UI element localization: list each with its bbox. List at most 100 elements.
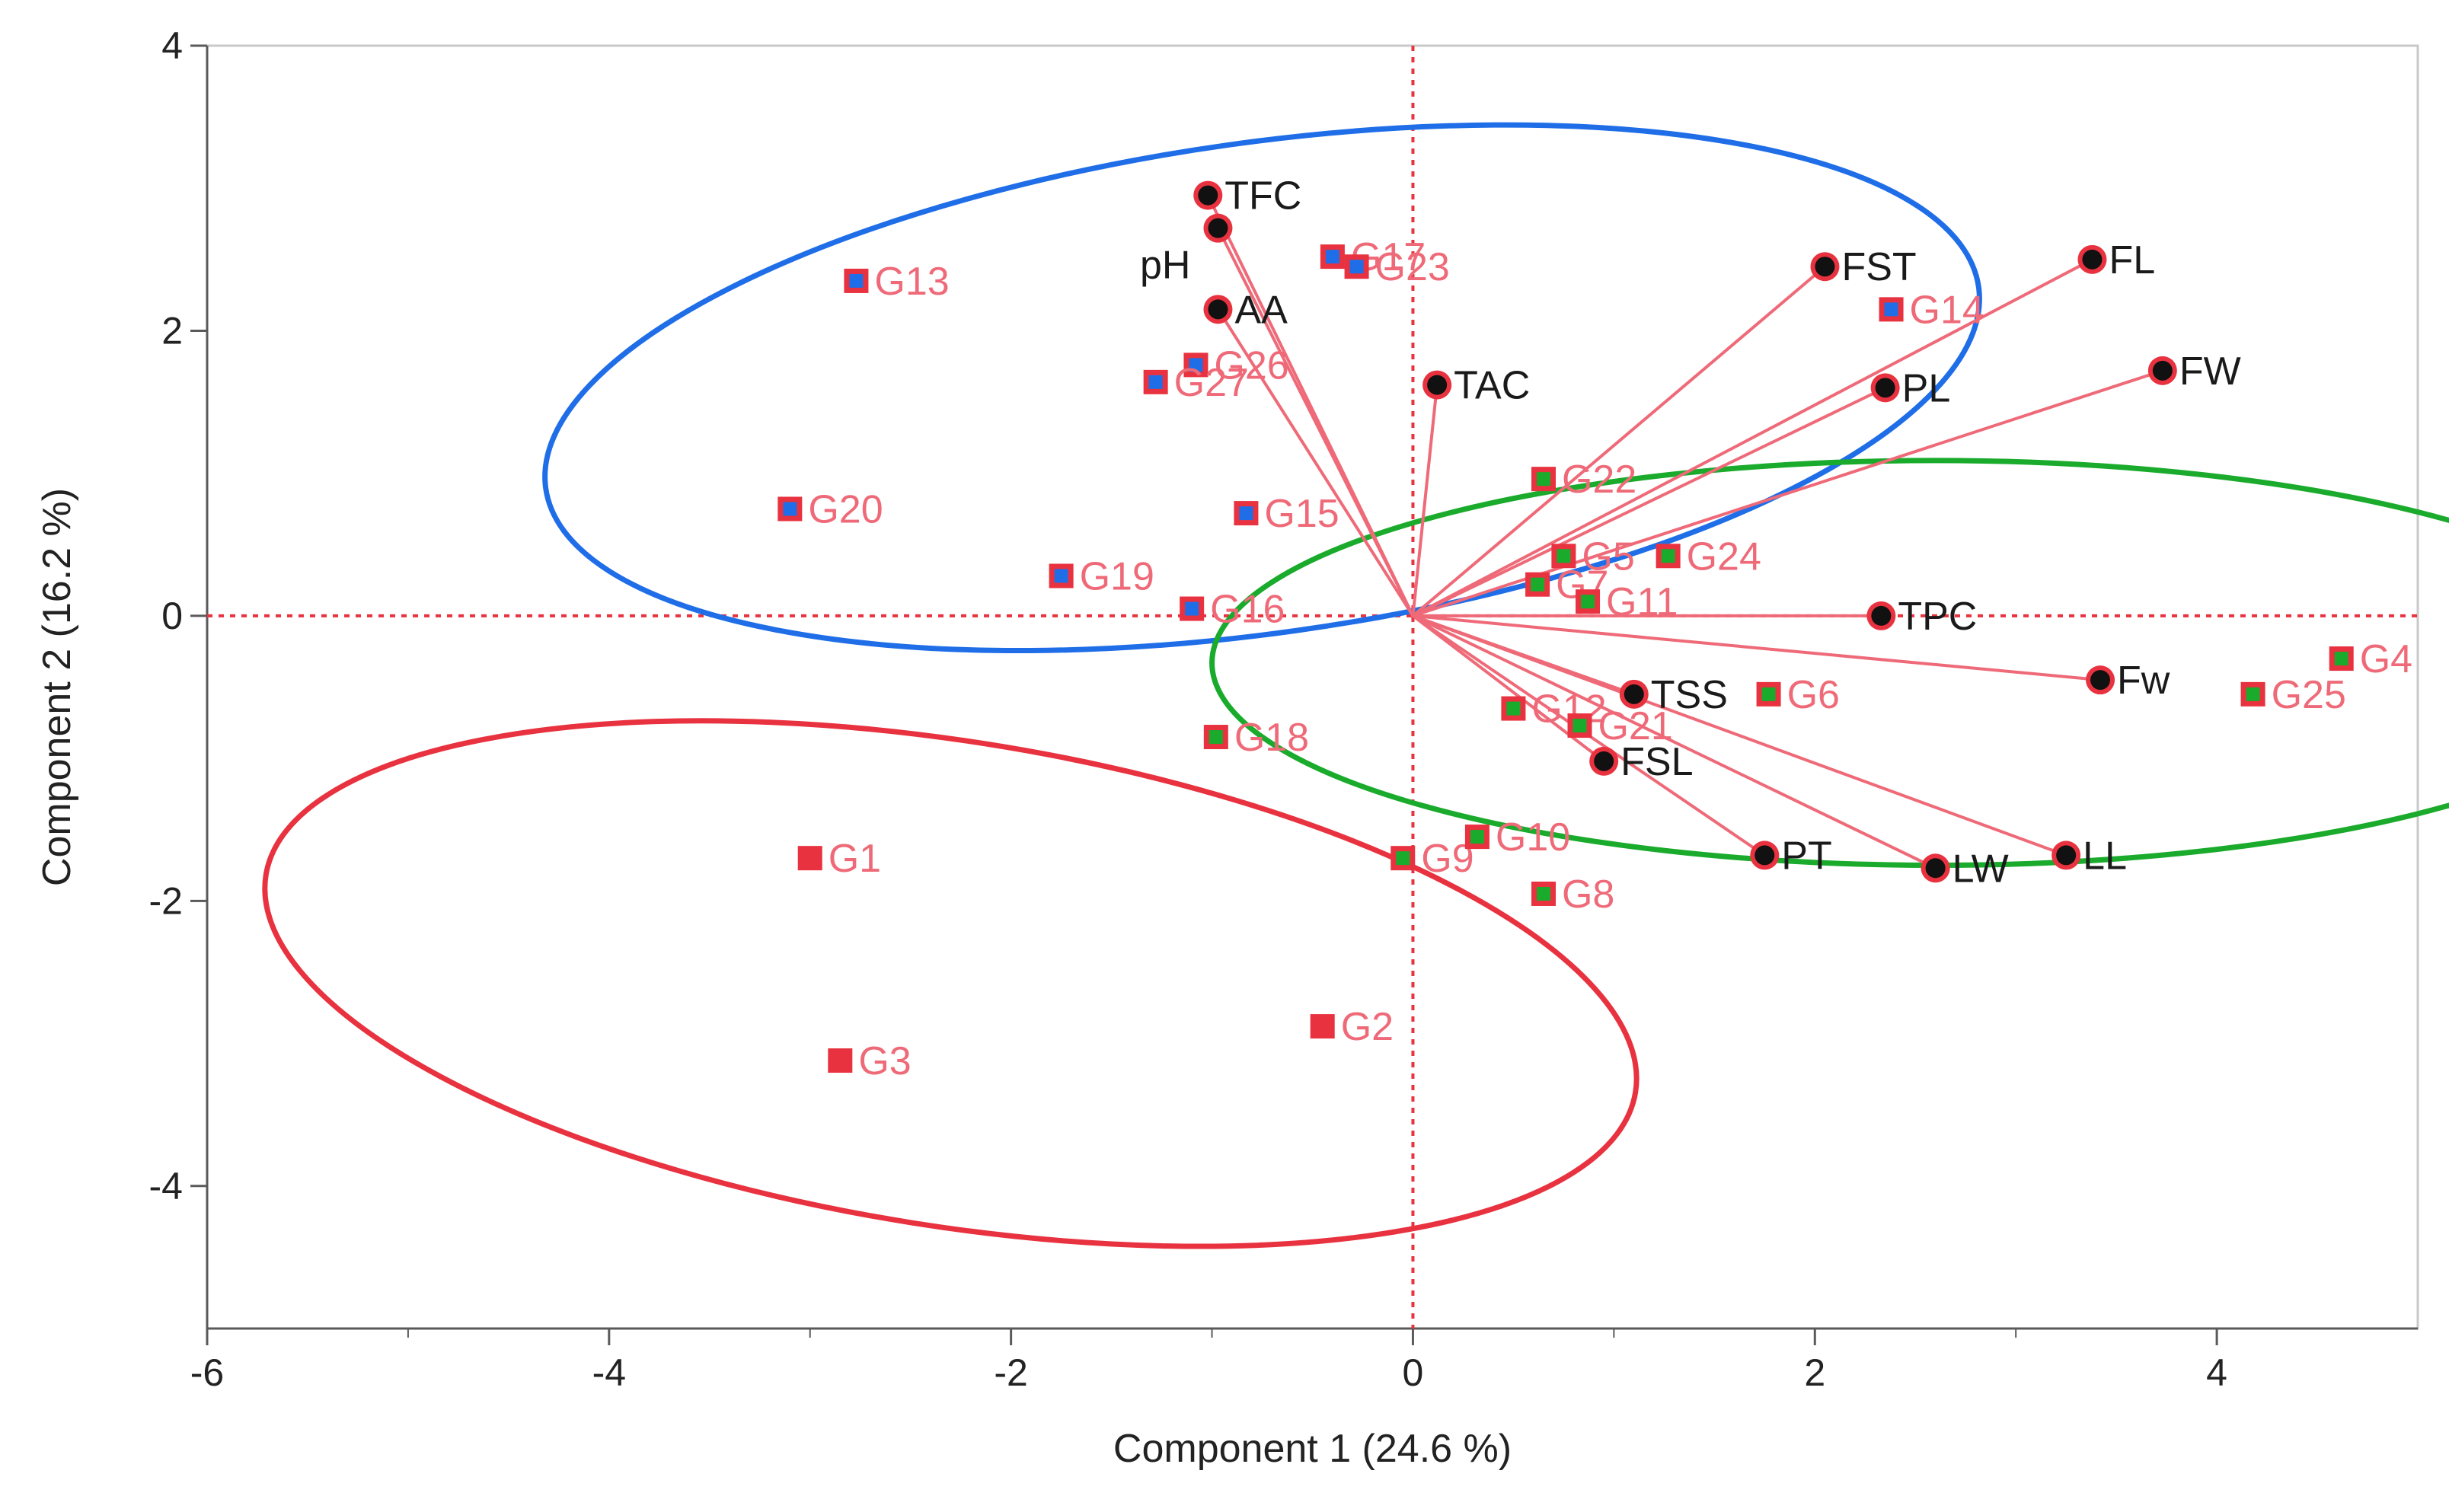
- variable-label-pt: PT: [1781, 834, 1831, 878]
- genotype-marker-core-g6: [1761, 687, 1776, 701]
- cluster-ellipse-red: [262, 718, 1640, 1249]
- vector-pl: [1412, 386, 1886, 617]
- genotype-marker-core-g16: [1185, 601, 1199, 616]
- y-tick-label: 4: [161, 24, 183, 67]
- genotype-marker-core-g5: [1557, 549, 1571, 563]
- genotype-marker-core-g21: [1573, 719, 1587, 733]
- genotype-label-g4: G4: [2360, 637, 2412, 681]
- variable-label-fl: FL: [2109, 238, 2155, 282]
- genotype-label-g13: G13: [874, 260, 949, 304]
- variable-marker-ll: [2056, 845, 2077, 866]
- variable-marker-fl: [2082, 249, 2103, 270]
- x-axis-title: Component 1 (24.6 %): [1113, 1427, 1512, 1471]
- genotype-label-g26: G26: [1214, 343, 1288, 388]
- genotype-label-g23: G23: [1375, 245, 1450, 289]
- genotype-label-g18: G18: [1234, 716, 1309, 760]
- variable-marker-ph: [1208, 218, 1228, 238]
- variable-label-fsl: FSL: [1620, 740, 1693, 784]
- plot-frame: [206, 44, 2419, 1330]
- variable-marker-pt: [1755, 845, 1775, 866]
- genotype-marker-core-g24: [1661, 549, 1675, 563]
- y-tick-label: -4: [149, 1165, 183, 1207]
- variable-label-tss: TSS: [1651, 673, 1728, 717]
- genotype-marker-core-g3: [833, 1054, 848, 1068]
- genotype-label-g1: G1: [829, 837, 881, 881]
- genotype-marker-core-g10: [1470, 830, 1484, 844]
- vector-fst: [1412, 265, 1826, 617]
- x-tick-label: 4: [2206, 1351, 2227, 1394]
- variable-marker-aa: [1208, 299, 1228, 320]
- genotype-label-g10: G10: [1496, 815, 1570, 860]
- genotype-marker-core-g8: [1536, 886, 1550, 901]
- y-tick-label: 0: [161, 595, 183, 637]
- variable-label-fw: FW: [2179, 349, 2241, 394]
- variable-marker-fst: [1815, 257, 1835, 277]
- genotype-marker-core-g2: [1315, 1019, 1330, 1034]
- genotype-marker-core-g17: [1325, 250, 1339, 264]
- axis-tick-labels: -6 -4 -2 0 2 4 -4 -2 0 2 4: [149, 24, 2227, 1394]
- genotype-label-g21: G21: [1598, 704, 1672, 748]
- variable-points: TFC pH AA TAC FST FL FW PL TPC Fw TSS FSL PT LW LL: [1140, 174, 2241, 892]
- y-tick-label: 2: [161, 309, 183, 352]
- variable-label-fw: Fw: [2117, 659, 2170, 703]
- genotype-marker-core-g22: [1536, 472, 1550, 486]
- genotype-label-g6: G6: [1787, 673, 1840, 717]
- genotype-label-g20: G20: [808, 487, 883, 531]
- y-axis-title: Component 2 (16.2 %): [35, 488, 79, 886]
- vector-lw: [1412, 614, 1937, 870]
- genotype-label-g15: G15: [1264, 492, 1339, 536]
- variable-marker-fw: [2090, 670, 2111, 691]
- vector-ph: [1216, 227, 1415, 617]
- variable-label-ph: pH: [1140, 244, 1190, 288]
- vector-aa: [1216, 308, 1415, 617]
- genotype-label-g16: G16: [1210, 588, 1285, 632]
- vector-ll: [1412, 614, 2067, 857]
- reference-lines: [207, 46, 2418, 1329]
- genotype-marker-core-g26: [1189, 358, 1203, 372]
- variable-label-ll: LL: [2083, 834, 2127, 878]
- vector-tac: [1411, 384, 1439, 617]
- vector-fl: [1412, 258, 2093, 617]
- cluster-ellipses: [262, 122, 2449, 1249]
- genotype-marker-core-g14: [1884, 302, 1898, 317]
- cluster-ellipse-blue: [542, 122, 1982, 654]
- y-tick-label: -2: [149, 879, 183, 922]
- genotype-marker-core-g15: [1239, 506, 1253, 521]
- genotype-marker-core-g27: [1148, 375, 1163, 389]
- genotype-label-g8: G8: [1562, 872, 1614, 917]
- variable-marker-pl: [1875, 378, 1895, 398]
- genotype-label-g27: G27: [1174, 361, 1249, 405]
- genotype-marker-core-g12: [1506, 701, 1521, 716]
- variable-label-lw: LW: [1952, 847, 2009, 891]
- variable-marker-fsl: [1594, 751, 1614, 771]
- genotype-label-g25: G25: [2272, 673, 2346, 717]
- x-tick-label: -4: [592, 1351, 626, 1394]
- variable-label-tpc: TPC: [1898, 595, 1977, 639]
- variable-label-tfc: TFC: [1224, 174, 1301, 219]
- axis-ticks: [190, 44, 2218, 1345]
- variable-marker-tpc: [1871, 605, 1892, 626]
- genotype-marker-core-g9: [1396, 851, 1410, 866]
- genotype-marker-core-g13: [849, 273, 864, 288]
- x-tick-label: 0: [1403, 1351, 1424, 1394]
- variable-label-fst: FST: [1841, 245, 1916, 289]
- vector-fw: [1413, 614, 2101, 682]
- genotype-marker-core-g11: [1581, 595, 1595, 609]
- genotype-marker-core-g1: [803, 851, 817, 866]
- variable-marker-tss: [1624, 684, 1644, 704]
- genotype-marker-core-g18: [1209, 730, 1223, 745]
- variable-marker-tfc: [1198, 185, 1218, 206]
- variable-label-aa: AA: [1234, 288, 1288, 332]
- x-tick-label: -2: [994, 1351, 1027, 1394]
- genotype-label-g5: G5: [1582, 534, 1634, 579]
- x-tick-label: -6: [190, 1351, 224, 1394]
- variable-label-tac: TAC: [1454, 364, 1530, 408]
- genotype-label-g19: G19: [1080, 554, 1154, 598]
- genotype-marker-core-g23: [1349, 260, 1364, 274]
- genotype-label-g24: G24: [1687, 534, 1761, 579]
- genotype-marker-core-g7: [1531, 577, 1545, 592]
- variable-marker-fw: [2152, 360, 2173, 381]
- genotype-label-g3: G3: [858, 1039, 911, 1083]
